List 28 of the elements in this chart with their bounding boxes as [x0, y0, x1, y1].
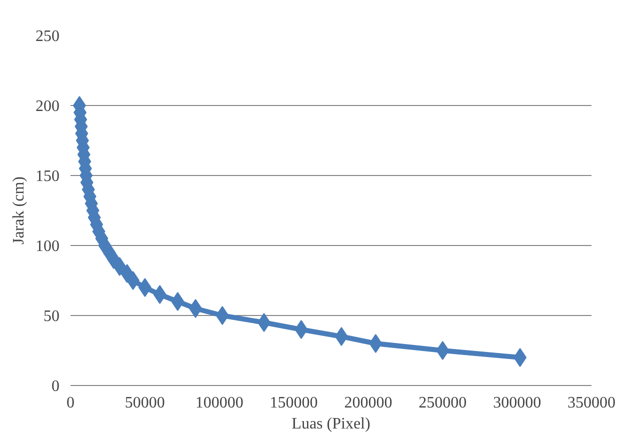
point: [120, 264, 134, 283]
x-tick-label: 100000: [195, 394, 244, 412]
point: [153, 285, 166, 304]
point: [334, 327, 348, 346]
x-tick-label: 0: [66, 394, 74, 412]
x-tick-label: 350000: [568, 394, 616, 412]
point: [514, 348, 527, 367]
x-tick-label: 50000: [124, 394, 165, 412]
y-axis-title: Jarak (cm): [10, 176, 28, 244]
x-tick-label: 300000: [493, 394, 542, 412]
point: [216, 306, 229, 325]
point: [436, 341, 450, 360]
y-tick-label: 50: [44, 308, 60, 325]
y-tick-label: 100: [36, 238, 60, 255]
x-tick-label: 150000: [270, 394, 318, 412]
point: [189, 299, 202, 318]
x-tick-label: 250000: [418, 394, 467, 412]
y-tick-label: 250: [36, 28, 60, 45]
point: [258, 313, 271, 332]
point: [369, 334, 382, 353]
x-tick-label: 200000: [344, 394, 392, 412]
point: [171, 292, 184, 311]
point: [294, 320, 308, 339]
point: [138, 278, 152, 297]
y-tick-label: 200: [36, 98, 60, 115]
y-tick-label: 0: [52, 378, 60, 395]
x-axis-title: Luas (Pixel): [292, 416, 370, 432]
y-tick-label: 150: [36, 168, 60, 185]
